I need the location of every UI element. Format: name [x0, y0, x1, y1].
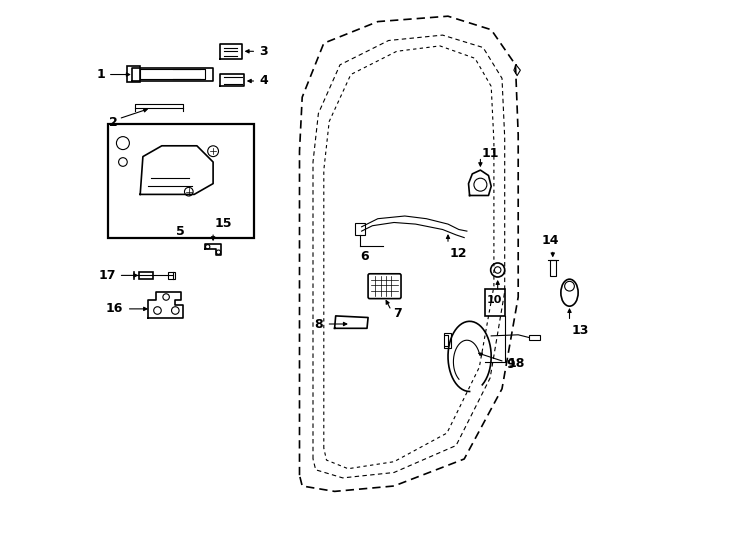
Bar	[108, 124, 254, 238]
Text: 17: 17	[98, 269, 116, 282]
Bar	[355, 223, 365, 235]
Text: 18: 18	[507, 357, 525, 370]
Text: 4: 4	[259, 75, 268, 87]
Text: 12: 12	[450, 247, 467, 260]
Text: 3: 3	[259, 45, 268, 58]
Text: 13: 13	[571, 324, 589, 337]
Text: 5: 5	[176, 225, 185, 238]
Text: 1: 1	[96, 68, 105, 81]
Text: 14: 14	[542, 234, 559, 247]
Text: 7: 7	[393, 307, 401, 320]
Bar	[168, 272, 175, 279]
Bar	[127, 66, 140, 82]
Text: 2: 2	[109, 116, 117, 129]
Bar	[484, 289, 505, 316]
Text: 15: 15	[215, 217, 232, 230]
Bar	[444, 333, 451, 348]
Text: 6: 6	[360, 250, 368, 263]
Bar	[529, 335, 539, 340]
Text: 8: 8	[314, 318, 323, 330]
Bar	[139, 272, 153, 279]
Bar	[550, 260, 556, 276]
Text: 11: 11	[482, 147, 500, 160]
Text: 16: 16	[106, 302, 123, 315]
Text: 9: 9	[506, 358, 515, 371]
Text: 10: 10	[486, 295, 501, 306]
